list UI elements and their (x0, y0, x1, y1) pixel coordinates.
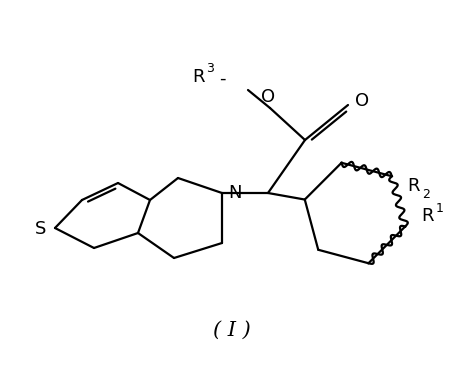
Text: 1: 1 (435, 202, 443, 215)
Text: -: - (219, 70, 225, 88)
Text: 3: 3 (206, 62, 214, 75)
Text: 2: 2 (422, 188, 430, 201)
Text: S: S (35, 220, 46, 238)
Text: N: N (228, 184, 242, 202)
Text: R: R (421, 207, 433, 225)
Text: O: O (261, 88, 275, 106)
Text: R: R (407, 177, 420, 195)
Text: O: O (355, 92, 369, 110)
Text: ( I ): ( I ) (213, 321, 251, 339)
Text: R: R (192, 68, 204, 86)
